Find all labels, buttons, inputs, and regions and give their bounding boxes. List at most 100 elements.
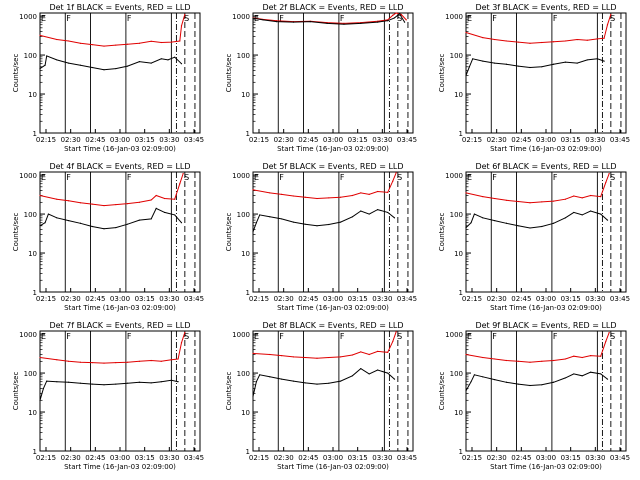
events-series-line-point xyxy=(393,217,396,219)
x-tick-label: 03:45 xyxy=(397,295,417,303)
lld-series-line-point xyxy=(581,356,583,359)
marker-label: F xyxy=(340,14,345,23)
x-tick-label: 03:00 xyxy=(536,136,556,144)
lld-series-line-point xyxy=(608,172,610,175)
lld-series-line-point xyxy=(180,342,183,344)
events-series-line-point xyxy=(262,19,264,21)
events-series-line-point xyxy=(368,373,370,375)
events-series-line-point xyxy=(174,56,176,58)
lld-series-line-point xyxy=(395,331,397,333)
x-tick-label: 02:45 xyxy=(85,295,105,303)
x-tick-label: 02:45 xyxy=(298,295,318,303)
marker-label: E xyxy=(41,173,46,182)
events-series-line-point xyxy=(252,395,254,398)
lld-series-line-point xyxy=(564,198,566,200)
x-tick-label: 03:30 xyxy=(159,454,179,462)
events-series-line-point xyxy=(505,63,508,65)
events-series-line-point xyxy=(39,399,41,401)
panel-title: Det 1f BLACK = Events, RED = LLD xyxy=(49,3,190,12)
x-tick-label: 02:45 xyxy=(85,454,105,462)
lld-series-line-point xyxy=(596,38,598,40)
events-series-line-point xyxy=(155,207,157,209)
lld-series-line-point xyxy=(56,38,58,41)
events-series-line-point xyxy=(292,380,295,382)
lld-series-line xyxy=(252,172,397,200)
x-tick-label: 03:00 xyxy=(110,454,130,462)
x-tick-label: 02:15 xyxy=(249,454,269,462)
x-tick-label: 03:45 xyxy=(610,454,630,462)
lld-series-line-point xyxy=(179,40,181,42)
lld-series-line-point xyxy=(405,19,407,21)
y-axis-label: Counts/sec xyxy=(225,54,233,93)
x-tick-label: 02:45 xyxy=(511,136,531,144)
marker-label: F xyxy=(553,332,558,341)
x-tick-label: 03:00 xyxy=(323,136,343,144)
y-axis-label: Counts/sec xyxy=(438,54,446,93)
lld-series-line-point xyxy=(368,353,370,356)
x-tick-label: 02:15 xyxy=(249,295,269,303)
lld-series-line-point xyxy=(269,353,271,356)
x-tick-label: 03:15 xyxy=(348,136,368,144)
y-tick-label: 100 xyxy=(450,52,463,60)
events-series-line-point xyxy=(606,219,609,221)
panel-title: Det 7f BLACK = Events, RED = LLD xyxy=(49,321,190,330)
y-tick-label: 1000 xyxy=(232,172,250,180)
y-tick-label: 10 xyxy=(241,250,250,258)
lld-series-line-point xyxy=(590,194,592,197)
y-tick-label: 1 xyxy=(33,289,37,297)
lld-series-line-point xyxy=(184,331,186,334)
y-tick-label: 10 xyxy=(28,91,37,99)
lld-series-line-point xyxy=(465,31,467,34)
marker-label: F xyxy=(66,332,71,341)
lld-series-line-point xyxy=(605,340,607,342)
y-tick-label: 10 xyxy=(454,250,463,258)
events-series-line-point xyxy=(517,65,519,67)
events-series-line-point xyxy=(468,66,470,68)
lld-series-line-point xyxy=(351,194,353,197)
panel-title: Det 8f BLACK = Events, RED = LLD xyxy=(262,321,403,330)
events-series-line-point xyxy=(269,376,271,378)
y-tick-label: 1 xyxy=(33,448,37,456)
events-series-line-point xyxy=(79,382,82,384)
events-series-line-point xyxy=(103,384,105,386)
x-tick-label: 03:45 xyxy=(184,454,204,462)
lld-series-line-point xyxy=(482,37,484,39)
lld-series-line-point xyxy=(39,356,41,359)
y-axis-label: Counts/sec xyxy=(438,213,446,252)
events-series-line-point xyxy=(79,222,82,224)
lld-series-line-point xyxy=(505,199,508,201)
events-series-line-point xyxy=(473,213,476,215)
y-axis-label: Counts/sec xyxy=(12,54,20,93)
lld-series-line xyxy=(39,173,184,207)
events-series-line-point xyxy=(103,69,105,71)
lld-series-line-point xyxy=(138,42,140,44)
y-tick-label: 1000 xyxy=(445,13,463,21)
x-tick-label: 02:15 xyxy=(249,136,269,144)
marker-label: F xyxy=(553,173,558,182)
x-tick-label: 03:00 xyxy=(323,454,343,462)
lld-series-line-point xyxy=(482,356,484,359)
x-axis-label: Start Time (16-Jan-03 02:09:00) xyxy=(490,463,602,471)
marker-label: S xyxy=(184,332,189,341)
events-series-line-point xyxy=(564,61,566,63)
y-tick-label: 100 xyxy=(24,52,37,60)
x-tick-label: 03:15 xyxy=(135,295,155,303)
x-tick-label: 02:15 xyxy=(36,454,56,462)
x-tick-label: 02:45 xyxy=(85,136,105,144)
events-series-line-point xyxy=(465,226,467,229)
lld-series-line-point xyxy=(494,358,496,360)
marker-label: F xyxy=(127,332,132,341)
events-series-line-point xyxy=(177,381,179,383)
panel-title: Det 6f BLACK = Events, RED = LLD xyxy=(475,162,616,171)
x-tick-label: 02:45 xyxy=(298,454,318,462)
marker-label: S xyxy=(184,173,189,182)
x-tick-label: 03:15 xyxy=(135,454,155,462)
events-series-line-point xyxy=(465,74,467,77)
events-series-line xyxy=(465,210,608,229)
events-series-line-point xyxy=(552,381,555,383)
marker-label: S xyxy=(397,332,402,341)
lld-series-line-point xyxy=(482,196,484,198)
events-series-line-point xyxy=(398,13,401,15)
